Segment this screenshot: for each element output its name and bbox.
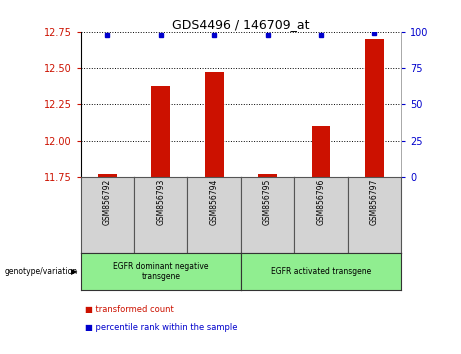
- Text: ■ percentile rank within the sample: ■ percentile rank within the sample: [85, 323, 238, 332]
- Text: GSM856793: GSM856793: [156, 178, 165, 225]
- Bar: [312, 126, 331, 177]
- Text: genotype/variation: genotype/variation: [5, 267, 78, 276]
- Text: GSM856794: GSM856794: [210, 178, 219, 225]
- Text: GSM856797: GSM856797: [370, 178, 379, 225]
- Title: GDS4496 / 146709_at: GDS4496 / 146709_at: [172, 18, 310, 31]
- Bar: [98, 174, 117, 177]
- Text: ■ transformed count: ■ transformed count: [85, 305, 174, 314]
- Bar: [365, 39, 384, 177]
- Text: EGFR dominant negative
transgene: EGFR dominant negative transgene: [113, 262, 208, 281]
- Text: ▶: ▶: [71, 267, 78, 276]
- Text: GSM856792: GSM856792: [103, 178, 112, 225]
- Bar: [205, 73, 224, 177]
- Text: GSM856795: GSM856795: [263, 178, 272, 225]
- Bar: [258, 174, 277, 177]
- Text: GSM856796: GSM856796: [316, 178, 325, 225]
- Bar: [151, 86, 170, 177]
- Text: EGFR activated transgene: EGFR activated transgene: [271, 267, 371, 276]
